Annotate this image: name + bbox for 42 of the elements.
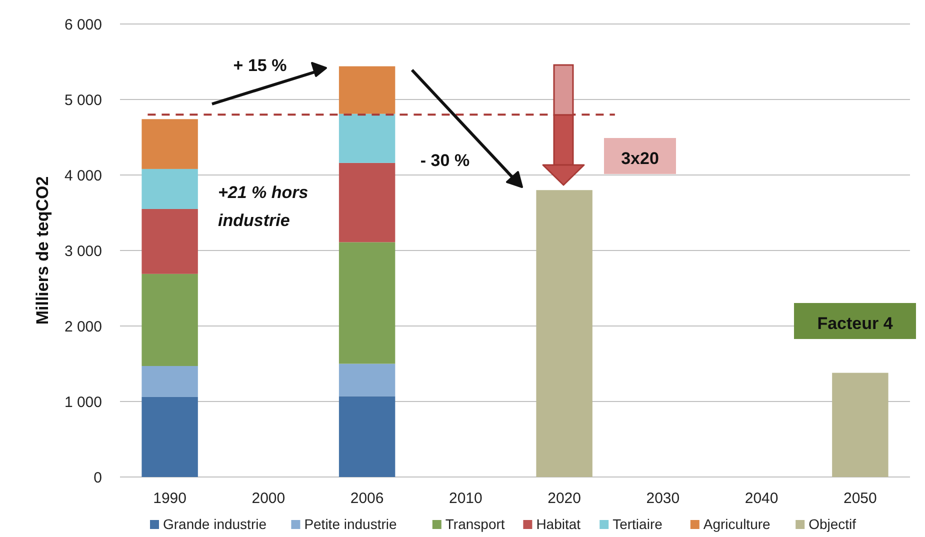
bar [142, 208, 198, 274]
x-tick-label: 2000 [252, 490, 286, 507]
x-tick-label: 2040 [744, 490, 778, 507]
bar [338, 364, 396, 396]
x-tick-label: 2050 [844, 490, 877, 507]
bar [338, 66, 396, 114]
annotation: - 30 % [420, 150, 470, 170]
y-axis-title: Milliers de teqCO2 [33, 176, 52, 325]
x-tick-label: 1990 [153, 490, 186, 507]
bar [536, 190, 592, 477]
bar [338, 396, 396, 477]
y-tick-label: 2 000 [64, 318, 102, 336]
x-tick-label: 2010 [449, 490, 482, 507]
annotation: Facteur 4 [817, 314, 894, 333]
bar [142, 119, 198, 169]
bar [338, 242, 396, 364]
bar [142, 366, 198, 397]
y-tick-label: 0 [94, 469, 102, 486]
legend-label: Agriculture [703, 516, 771, 532]
legend-label: Petite industrie [304, 516, 398, 532]
legend-label: Grande industrie [163, 516, 267, 532]
y-tick-label: 3 000 [64, 242, 102, 260]
legend-label: Objectif [808, 516, 856, 532]
bar [142, 274, 198, 366]
x-tick-label: 2020 [548, 490, 581, 507]
bar [142, 396, 198, 477]
bar [338, 162, 396, 242]
annotation: + 15 % [233, 56, 287, 75]
x-tick-label: 2030 [646, 490, 680, 507]
y-tick-label: 5 000 [64, 92, 102, 109]
bar [142, 168, 198, 209]
y-tick-label: 4 000 [64, 167, 102, 184]
y-tick-label: 1 000 [64, 394, 102, 411]
annotation: +21 % hors industrie [218, 183, 308, 230]
annotation: 3x20 [621, 148, 659, 168]
x-tick-label: 2006 [350, 490, 384, 507]
bar [832, 372, 888, 477]
legend-label: Habitat [536, 516, 581, 532]
bar [338, 114, 396, 163]
legend-label: Tertiaire [612, 516, 663, 532]
y-tick-label: 6 000 [64, 16, 102, 34]
legend-label: Transport [445, 516, 505, 532]
